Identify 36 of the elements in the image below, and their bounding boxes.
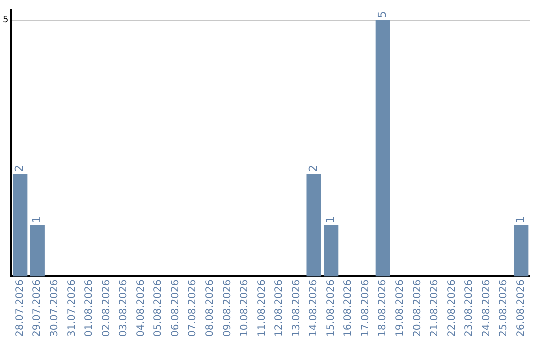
x-tick-label: 14.08.2026	[308, 280, 320, 338]
x-tick-label: 29.07.2026	[32, 280, 44, 338]
x-tick-label: 07.08.2026	[188, 280, 199, 338]
x-tick-label: 30.07.2026	[50, 280, 61, 338]
x-tick-label: 05.08.2026	[153, 280, 164, 338]
data-label: 2	[306, 165, 320, 172]
x-tick-label: 17.08.2026	[360, 280, 372, 338]
x-tick-label: 11.08.2026	[256, 280, 268, 338]
data-label: 5	[376, 11, 390, 18]
x-tick-label: 15.08.2026	[326, 280, 337, 338]
x-tick-label: 01.08.2026	[84, 280, 96, 338]
data-label: 1	[30, 216, 44, 224]
x-tick-label: 20.08.2026	[412, 280, 424, 338]
x-tick-label: 10.08.2026	[240, 280, 251, 338]
x-tick-label: 26.08.2026	[516, 280, 527, 338]
x-tick-label: 18.08.2026	[378, 280, 389, 338]
x-tick-label: 25.08.2026	[498, 280, 510, 338]
x-tick-label: 02.08.2026	[101, 280, 112, 338]
x-tick-label: 04.08.2026	[136, 280, 147, 338]
x-tick-label: 19.08.2026	[395, 280, 406, 338]
data-label: 1	[514, 216, 528, 224]
x-tick-label: 09.08.2026	[222, 280, 234, 338]
x-tick-label: 03.08.2026	[118, 280, 130, 338]
x-tick-label: 22.08.2026	[446, 280, 458, 338]
data-label: 1	[324, 216, 338, 224]
x-tick-label: 31.07.2026	[66, 280, 78, 338]
x-tick-label: 06.08.2026	[170, 280, 182, 338]
x-tick-label: 28.07.2026	[14, 280, 26, 338]
x-tick-label: 21.08.2026	[430, 280, 441, 338]
x-tick-label: 13.08.2026	[291, 280, 302, 338]
x-tick-label: 16.08.2026	[343, 280, 354, 338]
x-tick-label: 12.08.2026	[274, 280, 286, 338]
x-tick-label: 24.08.2026	[481, 280, 492, 338]
data-label: 2	[13, 165, 26, 172]
x-tick-label: 23.08.2026	[464, 280, 476, 338]
x-tick-label: 08.08.2026	[204, 280, 216, 338]
